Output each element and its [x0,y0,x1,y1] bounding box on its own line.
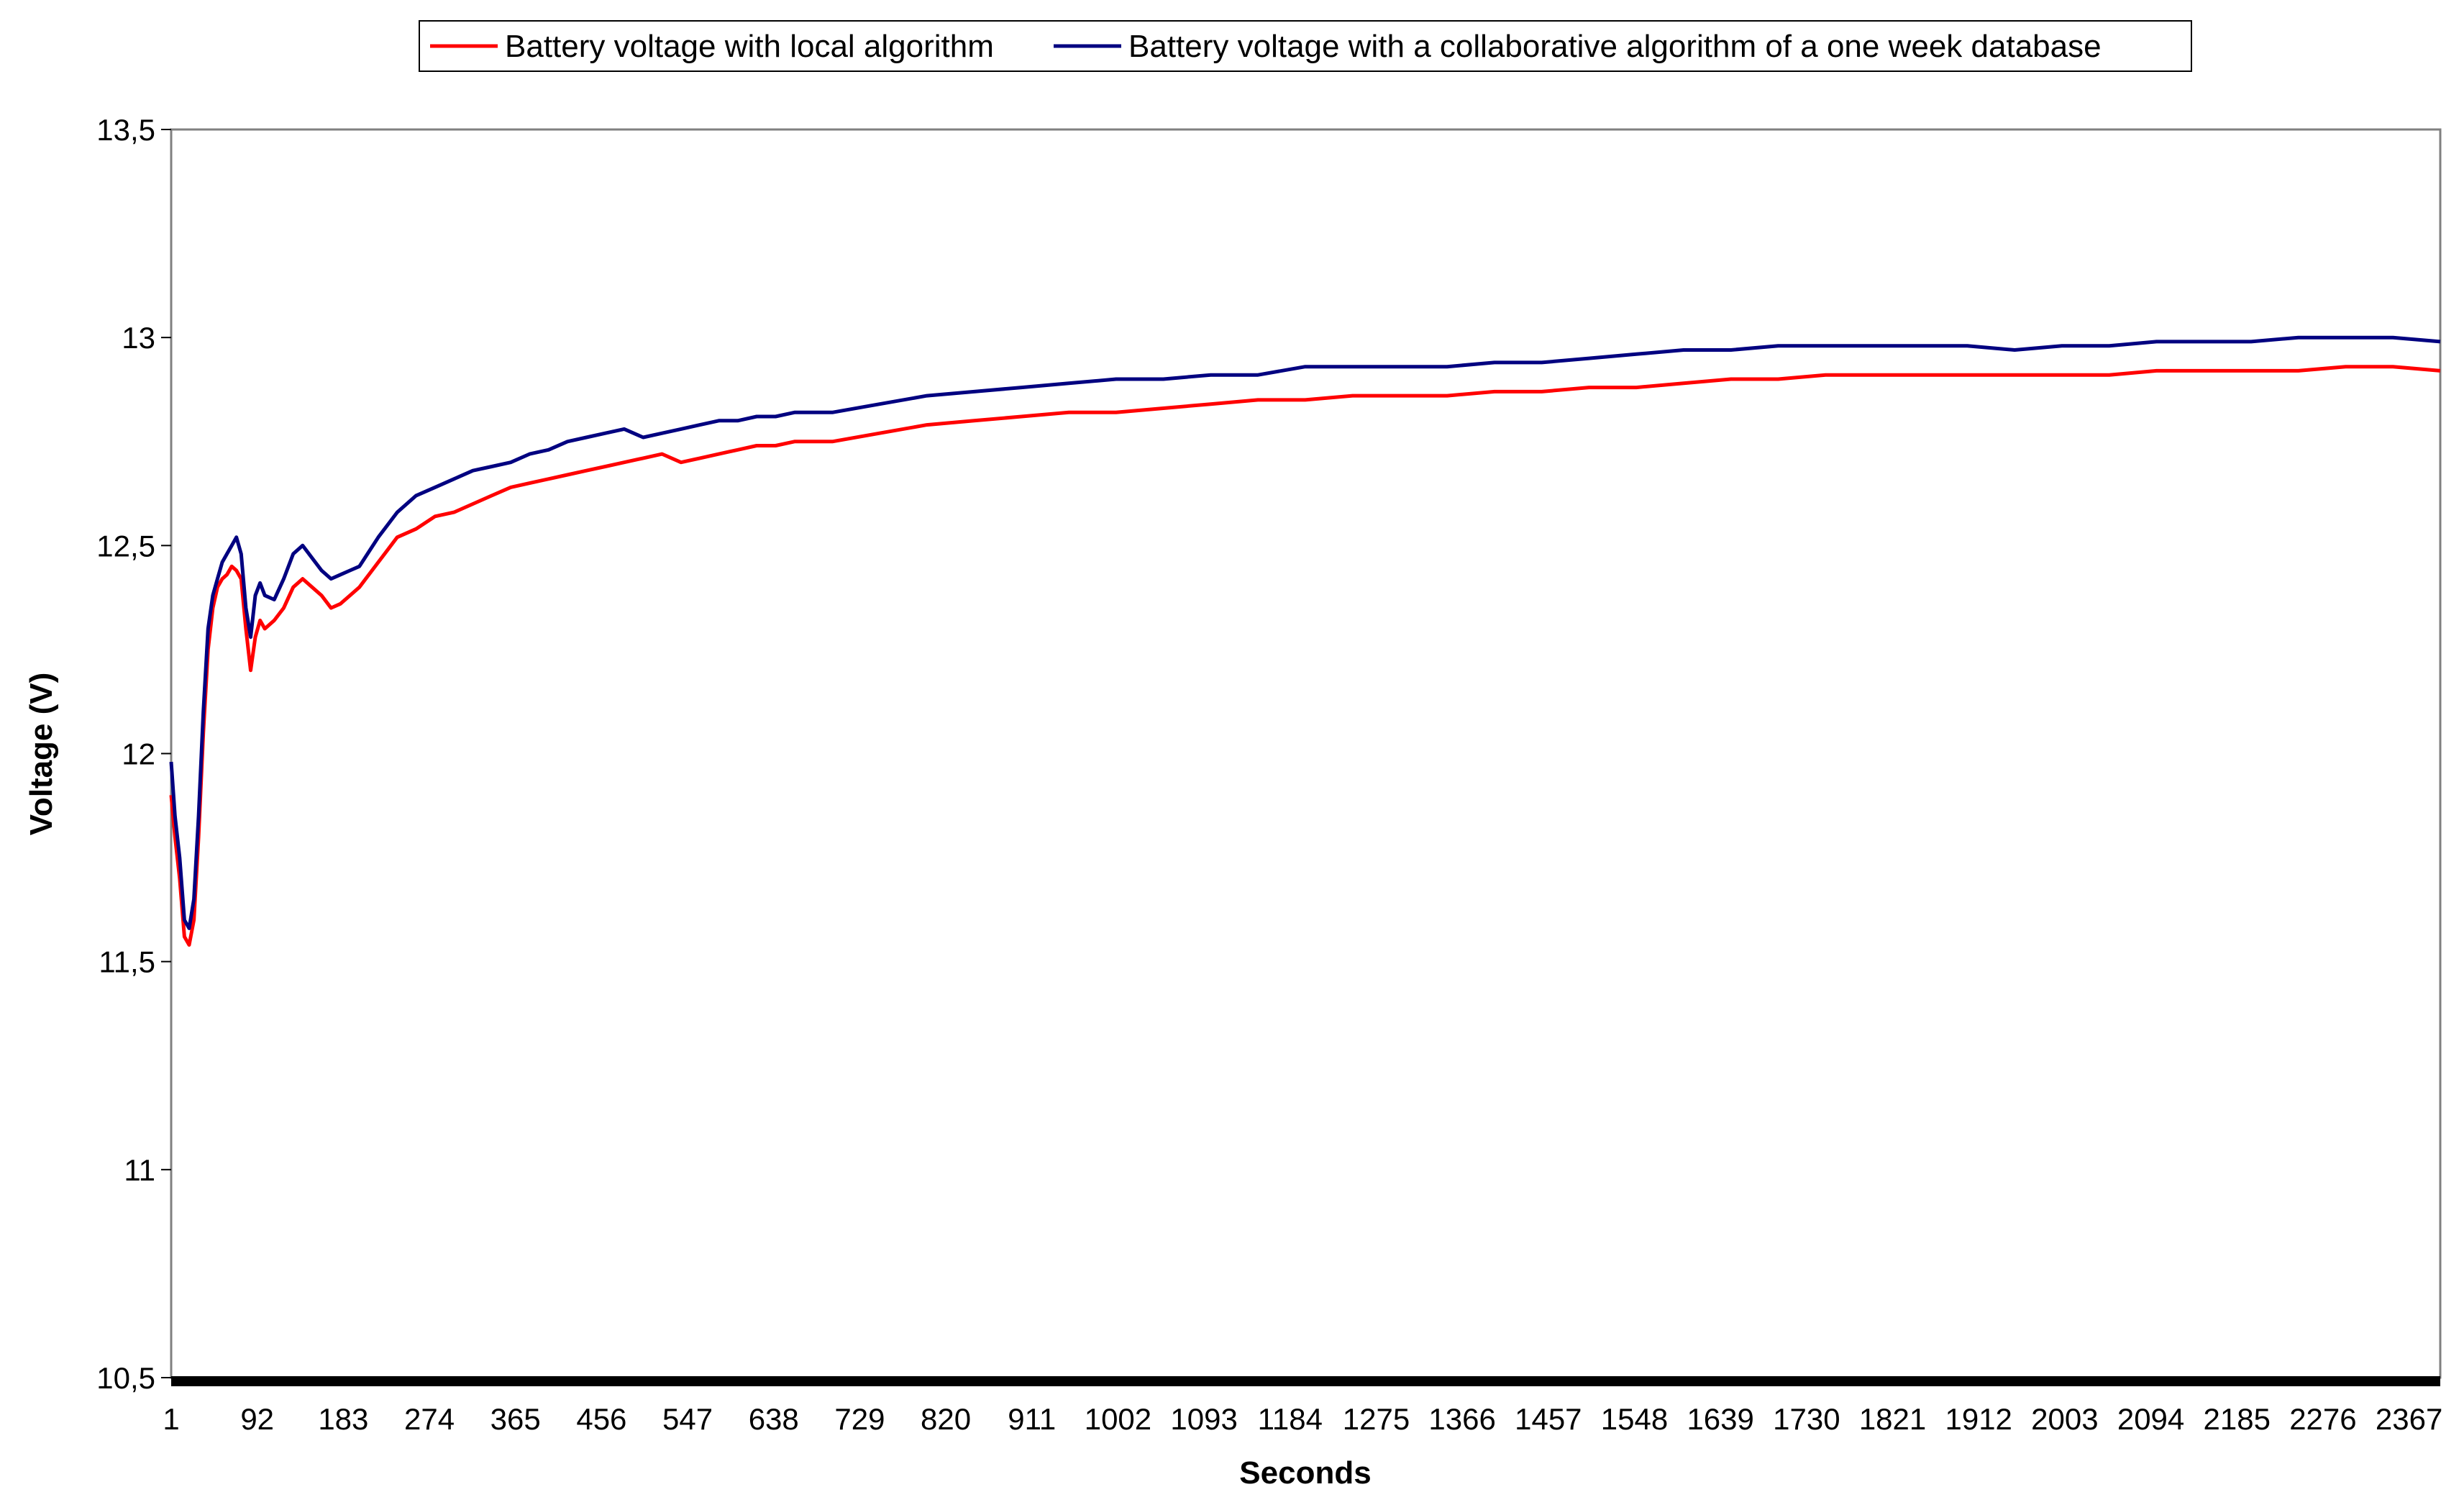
x-tick-label: 1730 [1773,1402,1840,1436]
x-tick-label: 365 [490,1402,541,1436]
x-tick-label: 820 [921,1402,971,1436]
x-tick-label: 911 [1008,1402,1056,1436]
x-tick-label: 1639 [1687,1402,1753,1436]
x-tick-label: 2367 [2376,1402,2442,1436]
x-tick-label: 1912 [1945,1402,2012,1436]
legend-box [419,20,2192,72]
x-tick-label: 1184 [1258,1402,1323,1436]
x-tick-label: 729 [834,1402,885,1436]
y-tick-label: 11,5 [99,945,155,979]
x-tick-label: 1093 [1170,1402,1237,1436]
x-tick-label: 547 [662,1402,713,1436]
x-tick-label: 1457 [1515,1402,1582,1436]
x-tick-label: 274 [404,1402,455,1436]
x-tick-label: 92 [240,1402,274,1436]
x-tick-label: 2003 [2031,1402,2098,1436]
y-tick-label: 11 [124,1153,155,1187]
x-tick-label: 2276 [2289,1402,2356,1436]
series-layer [169,335,2441,947]
legend: Battery voltage with local algorithm Bat… [419,20,2192,72]
y-tick-label: 12,5 [96,529,155,563]
y-tick-label: 13 [122,321,155,355]
x-tick-label: 1366 [1428,1402,1495,1436]
y-axis: 10,5 11 11,5 12 12,5 13 13,5 [96,113,171,1395]
x-tick-label: 1548 [1601,1402,1668,1436]
x-tick-label: 2094 [2117,1402,2184,1436]
y-tick-label: 10,5 [96,1361,155,1395]
x-axis-title: Seconds [1239,1455,1371,1491]
x-tick-label: 1002 [1085,1402,1151,1436]
x-tick-band [171,1376,2440,1386]
series-local-line [169,365,2441,947]
y-tick-label: 13,5 [96,113,155,147]
x-tick-label: 1275 [1343,1402,1410,1436]
x-tick-label: 183 [318,1402,368,1436]
x-tick-label: 638 [749,1402,799,1436]
legend-label-local: Battery voltage with local algorithm [505,29,994,64]
y-tick-label: 12 [122,737,155,771]
legend-label-collaborative: Battery voltage with a collaborative alg… [1128,29,2102,64]
x-tick-label: 1821 [1859,1402,1926,1436]
x-tick-label: 456 [576,1402,626,1436]
y-axis-title: Voltage (V) [24,673,59,836]
x-tick-label: 2185 [2204,1402,2271,1436]
plot-area [170,128,2442,1379]
series-collaborative-line [169,335,2441,930]
x-tick-label: 1 [163,1402,179,1436]
x-axis: 1 92 183 274 365 456 547 638 729 820 911 1002 1093 11… [163,1376,2442,1436]
